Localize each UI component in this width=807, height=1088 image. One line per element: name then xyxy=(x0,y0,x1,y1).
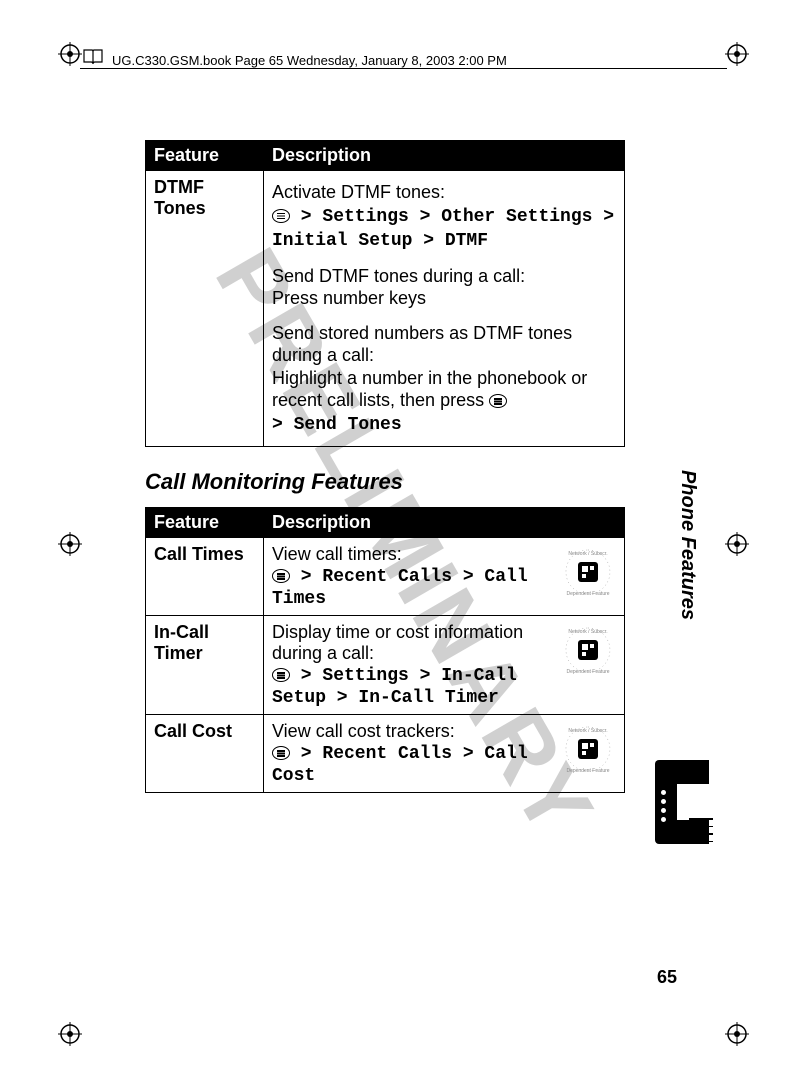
desc-text: Display time or cost information during … xyxy=(272,622,523,663)
svg-text:Dependent Feature: Dependent Feature xyxy=(566,591,609,597)
menu-path: > Recent Calls > Call Times xyxy=(272,567,528,609)
feature-cell: In-Call Timer xyxy=(146,616,264,715)
table-row: In-Call Timer Network / Subscr. Dependent… xyxy=(146,616,625,715)
desc-text: Highlight a number in the phonebook or r… xyxy=(272,368,587,411)
table-header-description: Description xyxy=(264,141,625,171)
menu-icon xyxy=(489,394,507,408)
crop-mark-icon xyxy=(725,532,749,556)
menu-icon xyxy=(272,209,290,223)
table-header-feature: Feature xyxy=(146,508,264,538)
menu-icon xyxy=(272,668,290,682)
svg-text:Network / Subscr.: Network / Subscr. xyxy=(568,728,607,734)
menu-icon xyxy=(272,569,290,583)
feature-name: DTMF xyxy=(154,177,204,197)
desc-text: Send stored numbers as DTMF tones during… xyxy=(272,323,572,366)
crop-mark-icon xyxy=(58,532,82,556)
crop-mark-icon xyxy=(58,1022,82,1046)
table-row: Call Cost Network / Subscr. Dependent Fea… xyxy=(146,715,625,793)
table-header-description: Description xyxy=(264,508,625,538)
svg-text:Dependent Feature: Dependent Feature xyxy=(566,768,609,774)
menu-path: > Recent Calls > Call Cost xyxy=(272,744,528,786)
thumb-tab-icon xyxy=(655,760,709,844)
feature-name: Tones xyxy=(154,198,206,218)
desc-text: View call cost trackers: xyxy=(272,721,455,741)
menu-path: > Settings > Other Settings > Initial Se… xyxy=(272,207,614,252)
network-dependent-icon: Network / Subscr. Dependent Feature xyxy=(560,721,616,777)
svg-text:Dependent Feature: Dependent Feature xyxy=(566,669,609,675)
section-heading: Call Monitoring Features xyxy=(145,469,625,495)
desc-text: View call timers: xyxy=(272,544,402,564)
side-tab-label: Phone Features xyxy=(676,470,699,620)
table-header-feature: Feature xyxy=(146,141,264,171)
description-cell: Network / Subscr. Dependent Feature View … xyxy=(264,715,625,793)
description-cell: Activate DTMF tones: > Settings > Other … xyxy=(264,171,625,447)
description-cell: Network / Subscr. Dependent Feature View … xyxy=(264,538,625,616)
header-text: UG.C330.GSM.book Page 65 Wednesday, Janu… xyxy=(112,53,507,68)
feature-cell: Call Cost xyxy=(146,715,264,793)
dtmf-table: Feature Description DTMF Tones Activate … xyxy=(145,140,625,447)
table-row: Call Times Network / Subscr. Dependent Fe… xyxy=(146,538,625,616)
network-dependent-icon: Network / Subscr. Dependent Feature xyxy=(560,544,616,600)
feature-cell: Call Times xyxy=(146,538,264,616)
desc-text: Press number keys xyxy=(272,288,426,308)
table-row: DTMF Tones Activate DTMF tones: > Settin… xyxy=(146,171,625,447)
network-dependent-icon: Network / Subscr. Dependent Feature xyxy=(560,622,616,678)
feature-name: In-Call xyxy=(154,622,209,642)
call-monitoring-table: Feature Description Call Times Network /… xyxy=(145,507,625,793)
crop-mark-icon xyxy=(725,1022,749,1046)
menu-icon xyxy=(272,746,290,760)
svg-text:Network / Subscr.: Network / Subscr. xyxy=(568,629,607,635)
svg-text:Network / Subscr.: Network / Subscr. xyxy=(568,551,607,557)
desc-text: Activate DTMF tones: xyxy=(272,182,445,202)
page-number: 65 xyxy=(657,967,677,988)
header-rule xyxy=(80,68,727,69)
description-cell: Network / Subscr. Dependent Feature Displ… xyxy=(264,616,625,715)
crop-mark-icon xyxy=(58,42,82,66)
crop-mark-icon xyxy=(725,42,749,66)
feature-cell: DTMF Tones xyxy=(146,171,264,447)
menu-path: > Settings > In-Call Setup > In-Call Tim… xyxy=(272,666,517,708)
feature-name: Timer xyxy=(154,643,203,663)
desc-text: Send DTMF tones during a call: xyxy=(272,266,525,286)
menu-path: > Send Tones xyxy=(272,415,402,435)
